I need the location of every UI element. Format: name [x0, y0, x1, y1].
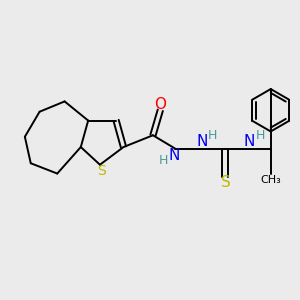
- Text: N: N: [196, 134, 208, 149]
- Text: O: O: [154, 98, 166, 112]
- Text: N: N: [244, 134, 255, 149]
- Text: H: H: [159, 154, 169, 167]
- Text: H: H: [208, 129, 218, 142]
- Text: S: S: [97, 164, 106, 178]
- Text: N: N: [169, 148, 180, 163]
- Text: S: S: [221, 176, 230, 190]
- Text: H: H: [256, 129, 265, 142]
- Text: CH₃: CH₃: [260, 175, 281, 185]
